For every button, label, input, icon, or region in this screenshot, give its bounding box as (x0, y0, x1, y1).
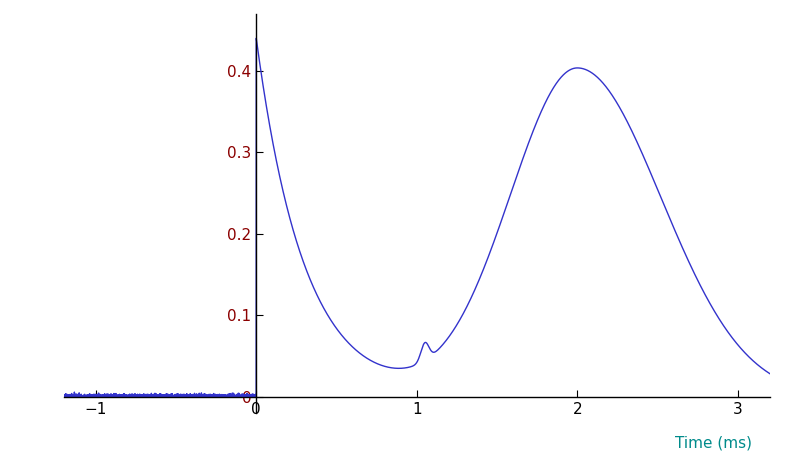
X-axis label: Time (ms): Time (ms) (675, 435, 752, 450)
